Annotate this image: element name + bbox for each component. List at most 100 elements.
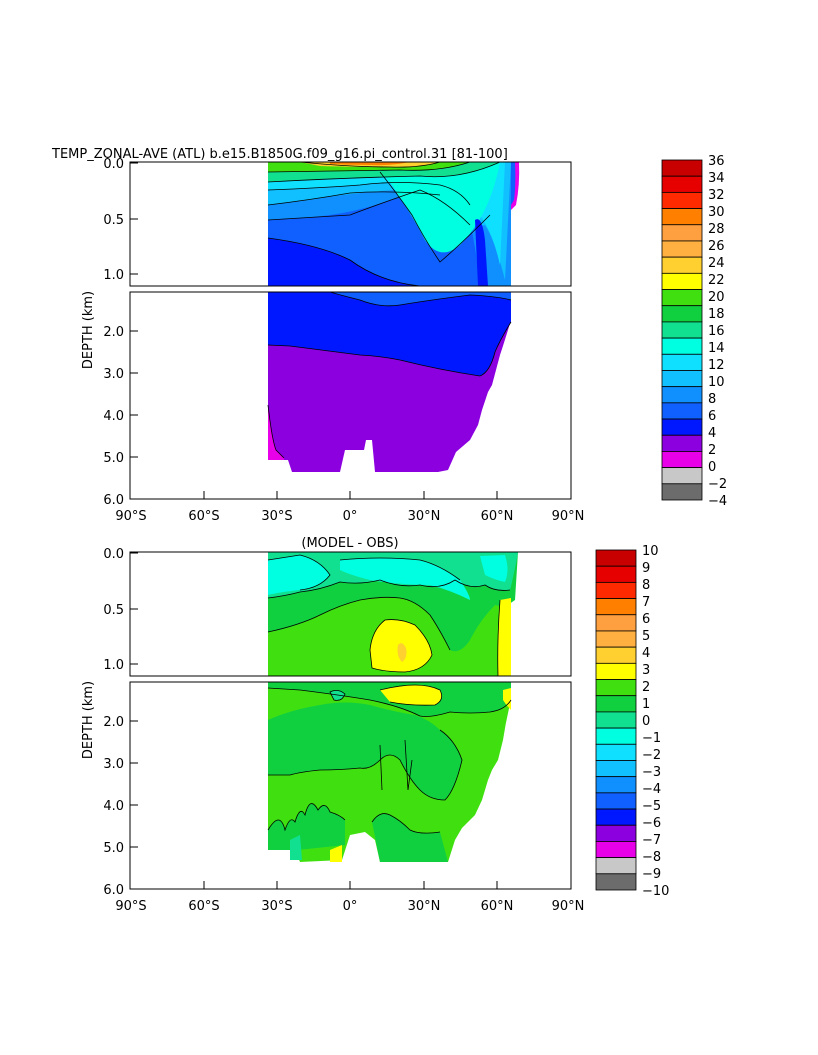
panel1-xtick: 0° (343, 509, 358, 524)
colorbar-swatch (595, 662, 637, 680)
colorbar-swatch (595, 581, 637, 599)
colorbar-swatch (595, 646, 637, 664)
colorbar-label: −4 (642, 782, 661, 797)
panel1-ytick: 3.0 (103, 367, 124, 382)
panel1-title: TEMP_ZONAL-AVE (ATL) b.e15.B1850G.f09_g1… (51, 147, 508, 162)
colorbar-swatch (661, 159, 703, 177)
panel2-xtick: 30°N (408, 899, 441, 914)
panel1-lower-field (267, 292, 512, 472)
panel2-ytick: 6.0 (103, 883, 124, 898)
colorbar-swatch (595, 808, 637, 826)
colorbar-label: 4 (708, 426, 716, 441)
colorbar-swatch (595, 695, 637, 713)
panel1-ytick: 0.0 (103, 157, 124, 172)
colorbar-label: 4 (642, 646, 650, 661)
colorbar-label: 0 (708, 460, 716, 475)
colorbar-label: 7 (642, 595, 650, 610)
panel-temperature: TEMP_ZONAL-AVE (ATL) b.e15.B1850G.f09_g1… (51, 147, 727, 524)
colorbar-swatch (661, 467, 703, 485)
panel1-xtick: 30°N (408, 509, 441, 524)
colorbar-swatch (661, 224, 703, 242)
colorbar-label: 6 (708, 409, 716, 424)
panel1-upper-frame (129, 161, 572, 287)
colorbar-label: 32 (708, 188, 725, 203)
panel2-xtick: 90°S (115, 899, 146, 914)
panel1-ylabel: DEPTH (km) (81, 291, 96, 369)
colorbar-label: −9 (642, 867, 661, 882)
panel1-ytick: 5.0 (103, 451, 124, 466)
colorbar-label: 0 (642, 714, 650, 729)
panel2-xtick: 0° (343, 899, 358, 914)
colorbar-label: 24 (708, 256, 725, 271)
colorbar-swatch (595, 598, 637, 616)
colorbar-label: −6 (642, 816, 661, 831)
colorbar-swatch (595, 857, 637, 875)
colorbar-label: 10 (642, 544, 659, 559)
colorbar-swatch (661, 483, 703, 501)
colorbar-label: 34 (708, 171, 725, 186)
colorbar-swatch (595, 711, 637, 729)
colorbar-swatch (661, 240, 703, 258)
colorbar-swatch (595, 792, 637, 810)
colorbar-swatch (595, 614, 637, 632)
colorbar-label: 16 (708, 324, 725, 339)
colorbar-label: 9 (642, 561, 650, 576)
colorbar-label: 10 (708, 375, 725, 390)
colorbar-label: 26 (708, 239, 725, 254)
colorbar-swatch (595, 760, 637, 778)
colorbar-label: −5 (642, 799, 661, 814)
colorbar-swatch (661, 337, 703, 355)
panel2-upper-frame (129, 551, 572, 677)
colorbar-swatch (595, 630, 637, 648)
panel1-ytick: 4.0 (103, 409, 124, 424)
panel1-ytick: 6.0 (103, 493, 124, 508)
panel1-ytick: 0.5 (103, 213, 124, 228)
colorbar-swatch (661, 289, 703, 307)
colorbar-swatch (661, 256, 703, 274)
colorbar-swatch (661, 272, 703, 290)
colorbar-label: −3 (642, 765, 661, 780)
colorbar-label: 6 (642, 612, 650, 627)
colorbar-swatch (595, 873, 637, 891)
panel2-ylabel: DEPTH (km) (81, 681, 96, 759)
panel1-xtick: 90°S (115, 509, 146, 524)
panel2-title: (MODEL - OBS) (301, 536, 398, 551)
colorbar-swatch (661, 175, 703, 193)
colorbar-swatch (661, 321, 703, 339)
panel2-y-ticks: 0.0 0.5 1.0 2.0 3.0 4.0 5.0 6.0 (103, 547, 138, 898)
colorbar-label: 18 (708, 307, 725, 322)
colorbar-swatch (661, 434, 703, 452)
colorbar-swatch (595, 727, 637, 745)
colorbar-swatch (661, 418, 703, 436)
colorbar-swatch (595, 565, 637, 583)
panel1-ytick: 2.0 (103, 325, 124, 340)
colorbar-swatch (595, 824, 637, 842)
panel1-upper-field (267, 162, 520, 286)
colorbar-label: 36 (708, 154, 725, 169)
colorbar-label: 8 (708, 392, 716, 407)
colorbar-swatch (661, 353, 703, 371)
panel2-xtick: 30°S (261, 899, 292, 914)
panel1-xtick: 60°N (481, 509, 514, 524)
colorbar-label: −8 (642, 850, 661, 865)
panel2-ytick: 2.0 (103, 715, 124, 730)
colorbar-swatch (595, 679, 637, 697)
colorbar-label: 2 (642, 680, 650, 695)
colorbar-swatch (661, 370, 703, 388)
colorbar-swatch (661, 451, 703, 469)
colorbar-label: 14 (708, 341, 725, 356)
colorbar-swatch (661, 402, 703, 420)
panel-model-minus-obs: (MODEL - OBS) (81, 536, 669, 914)
panel2-xtick: 60°S (188, 899, 219, 914)
colorbar-label: −10 (642, 884, 669, 899)
panel2-ytick: 0.5 (103, 603, 124, 618)
colorbar-label: 22 (708, 273, 725, 288)
colorbar-label: 28 (708, 222, 725, 237)
panel2-ytick: 0.0 (103, 547, 124, 562)
colorbar-label: 3 (642, 663, 650, 678)
colorbar-swatch (661, 305, 703, 323)
panel2-ytick: 1.0 (103, 658, 124, 673)
colorbar-label: 8 (642, 578, 650, 593)
